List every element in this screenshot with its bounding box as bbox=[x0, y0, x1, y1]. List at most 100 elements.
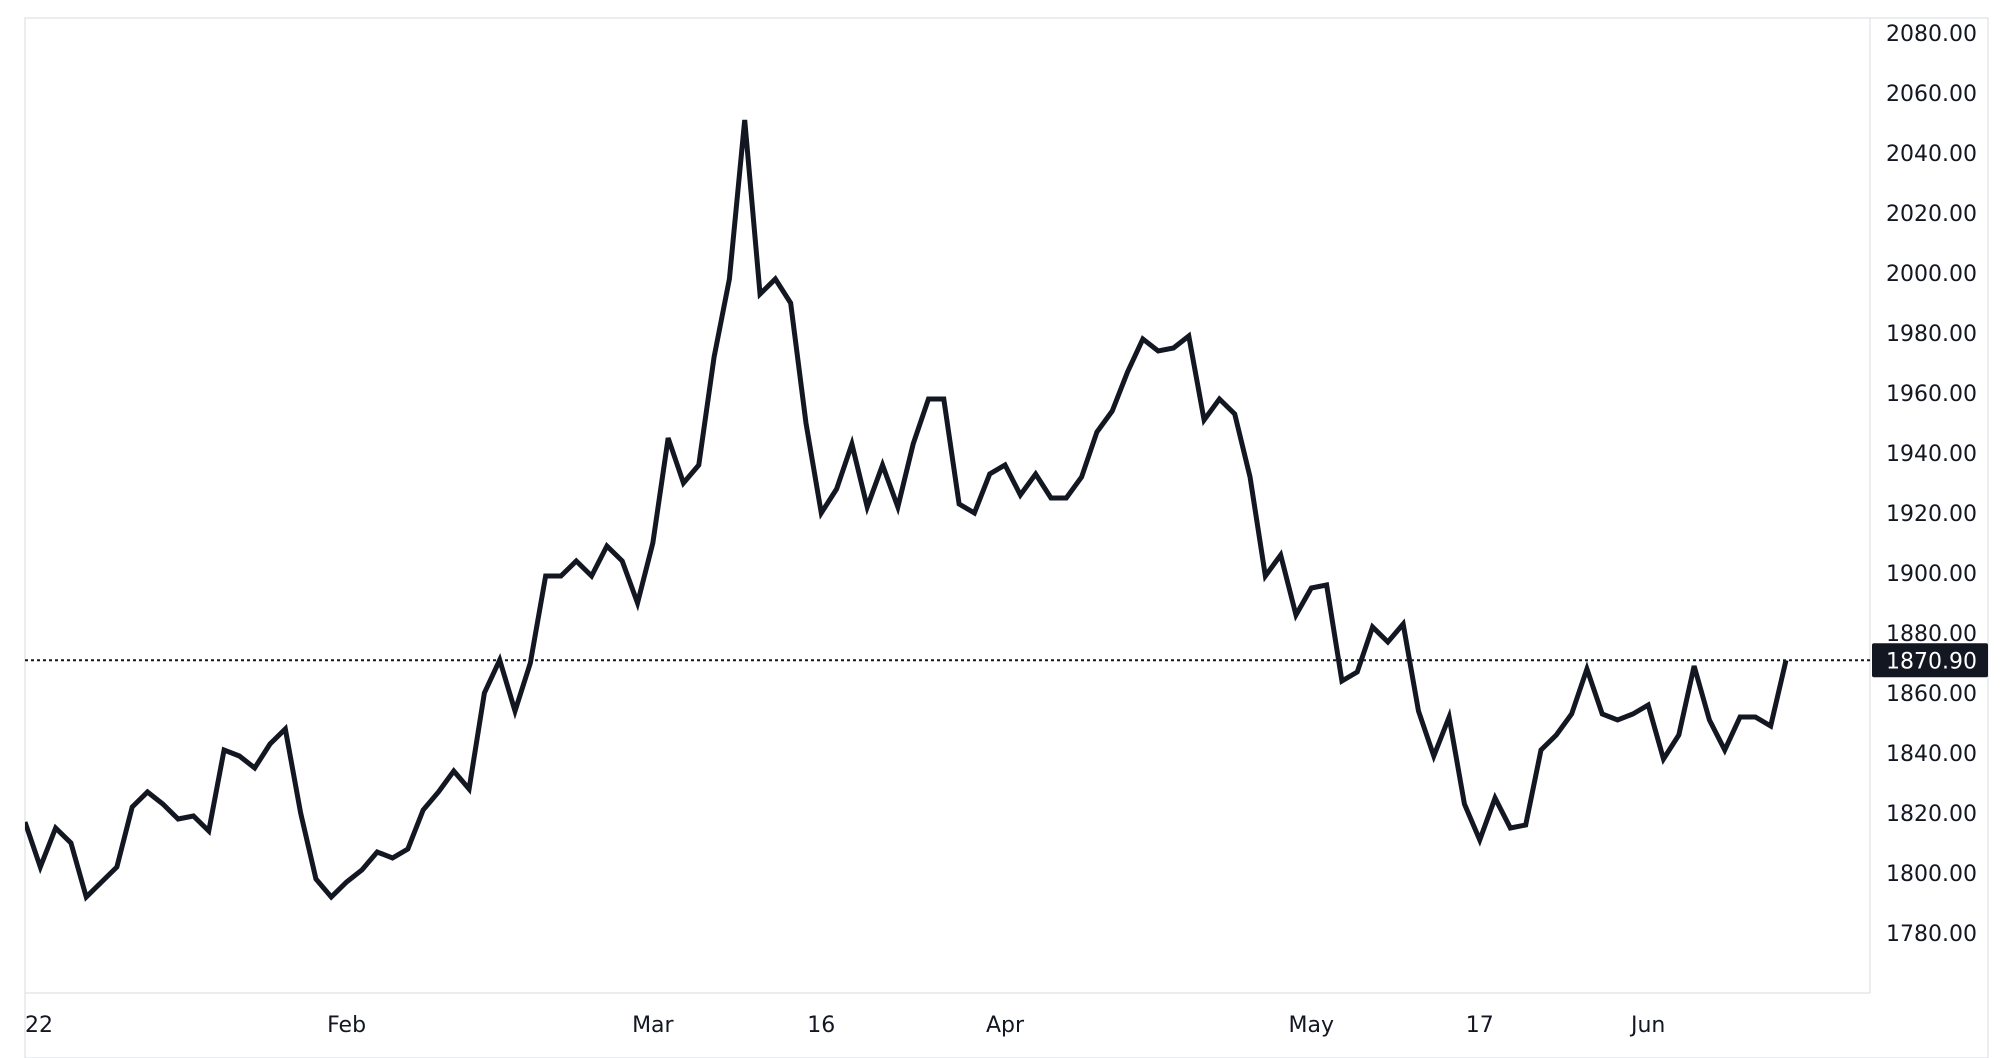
time-tick-label: Mar bbox=[632, 1013, 674, 1038]
price-point bbox=[1339, 678, 1345, 684]
price-point bbox=[236, 753, 242, 759]
price-point bbox=[1125, 369, 1131, 375]
time-tick-label: Apr bbox=[986, 1013, 1025, 1038]
price-point bbox=[696, 462, 702, 468]
chart-frame bbox=[24, 17, 1989, 1058]
price-tick-label: 1860.00 bbox=[1886, 682, 1977, 707]
price-point bbox=[451, 768, 457, 774]
price-point bbox=[665, 435, 671, 441]
price-point bbox=[635, 600, 641, 606]
price-point bbox=[1461, 801, 1467, 807]
price-point bbox=[1216, 396, 1222, 402]
price-point bbox=[971, 510, 977, 516]
price-tick-label: 2000.00 bbox=[1886, 262, 1977, 287]
price-point bbox=[206, 828, 212, 834]
price-point bbox=[1094, 429, 1100, 435]
price-point bbox=[129, 804, 135, 810]
price-point bbox=[68, 840, 74, 846]
price-point bbox=[1584, 666, 1590, 672]
price-point bbox=[1446, 714, 1452, 720]
price-point bbox=[1079, 474, 1085, 480]
time-tick-label: May bbox=[1289, 1013, 1334, 1038]
price-point bbox=[1201, 417, 1207, 423]
price-point bbox=[726, 276, 732, 282]
price-point bbox=[1140, 336, 1146, 342]
price-point bbox=[313, 876, 319, 882]
price-point bbox=[1752, 714, 1758, 720]
price-tick-label: 2020.00 bbox=[1886, 202, 1977, 227]
series-layer bbox=[25, 117, 1789, 902]
price-point bbox=[1415, 708, 1421, 714]
price-point bbox=[1370, 624, 1376, 630]
price-point bbox=[650, 540, 656, 546]
price-tick-label: 1780.00 bbox=[1886, 922, 1977, 947]
price-point bbox=[558, 573, 564, 579]
price-point bbox=[1109, 408, 1115, 414]
price-point bbox=[160, 801, 166, 807]
price-point bbox=[1538, 747, 1544, 753]
price-point bbox=[956, 501, 962, 507]
price-point bbox=[282, 726, 288, 732]
price-point bbox=[604, 543, 610, 549]
price-point bbox=[390, 855, 396, 861]
price-point bbox=[435, 789, 441, 795]
price-point bbox=[1492, 795, 1498, 801]
price-point bbox=[298, 810, 304, 816]
price-point bbox=[252, 765, 258, 771]
price-point bbox=[543, 573, 549, 579]
time-tick-label: 2022 bbox=[0, 1013, 53, 1038]
price-tick-label: 1800.00 bbox=[1886, 862, 1977, 887]
last-price-marker: 1870.90 bbox=[25, 643, 1988, 678]
price-point bbox=[37, 864, 43, 870]
price-point bbox=[803, 420, 809, 426]
price-tick-label: 2040.00 bbox=[1886, 142, 1977, 167]
price-tick-label: 1820.00 bbox=[1886, 802, 1977, 827]
price-point bbox=[1722, 747, 1728, 753]
price-point bbox=[512, 708, 518, 714]
price-point bbox=[344, 879, 350, 885]
price-point bbox=[619, 558, 625, 564]
price-point bbox=[83, 894, 89, 900]
price-point bbox=[221, 747, 227, 753]
price-point bbox=[1293, 612, 1299, 618]
price-axis: 1780.00 1800.00 1820.00 1840.00 1860.00 1880.… bbox=[1886, 22, 1977, 947]
price-point bbox=[1645, 702, 1651, 708]
price-point bbox=[1232, 411, 1238, 417]
price-tick-label: 1880.00 bbox=[1886, 622, 1977, 647]
price-tick-label: 1920.00 bbox=[1886, 502, 1977, 527]
time-tick-label: Jun bbox=[1629, 1013, 1665, 1038]
price-point bbox=[1706, 717, 1712, 723]
price-point bbox=[834, 486, 840, 492]
price-point bbox=[1385, 639, 1391, 645]
price-point bbox=[1599, 711, 1605, 717]
price-point bbox=[772, 276, 778, 282]
price-point bbox=[175, 816, 181, 822]
price-point bbox=[1660, 756, 1666, 762]
price-tick-label: 1960.00 bbox=[1886, 382, 1977, 407]
price-point bbox=[711, 354, 717, 360]
price-point bbox=[925, 396, 931, 402]
price-point bbox=[420, 807, 426, 813]
price-point bbox=[742, 117, 748, 123]
price-point bbox=[405, 846, 411, 852]
price-point bbox=[788, 300, 794, 306]
price-point bbox=[987, 471, 993, 477]
price-point bbox=[849, 441, 855, 447]
price-point bbox=[1155, 348, 1161, 354]
price-point bbox=[1691, 663, 1697, 669]
time-tick-label: 17 bbox=[1466, 1013, 1494, 1038]
price-point bbox=[941, 396, 947, 402]
price-point bbox=[1278, 552, 1284, 558]
price-point bbox=[1523, 822, 1529, 828]
price-point bbox=[466, 786, 472, 792]
price-point bbox=[267, 741, 273, 747]
price-point bbox=[1400, 621, 1406, 627]
price-point bbox=[1676, 732, 1682, 738]
price-point bbox=[1569, 711, 1575, 717]
price-point bbox=[1186, 333, 1192, 339]
price-point bbox=[1768, 723, 1774, 729]
price-tick-label: 2060.00 bbox=[1886, 82, 1977, 107]
last-price-label: 1870.90 bbox=[1886, 649, 1977, 674]
